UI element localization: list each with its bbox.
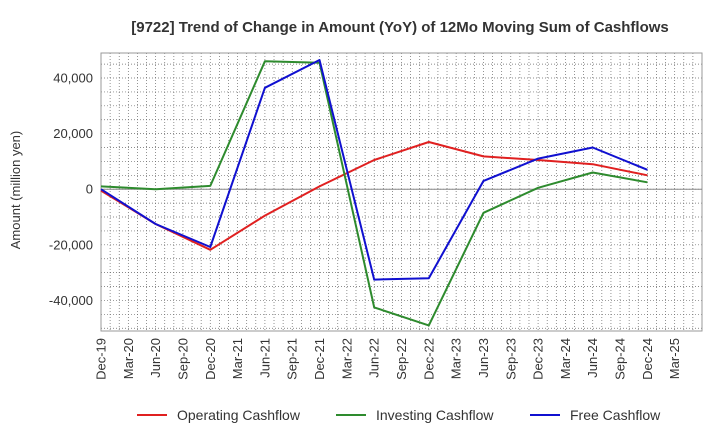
y-tick-label: 20,000	[53, 126, 93, 141]
x-tick-label: Mar-25	[667, 338, 682, 379]
x-tick-label: Mar-22	[339, 338, 354, 379]
x-tick-label: Sep-24	[613, 338, 628, 380]
x-tick-label: Mar-20	[121, 338, 136, 379]
series-line-free-cashflow	[100, 59, 648, 281]
x-tick-label: Sep-23	[503, 338, 518, 380]
chart-title: [9722] Trend of Change in Amount (YoY) o…	[131, 19, 669, 36]
legend-label-free-cashflow: Free Cashflow	[570, 407, 661, 423]
y-tick-label: 40,000	[53, 71, 93, 86]
x-tick-label: Dec-20	[203, 338, 218, 380]
x-tick-label: Jun-21	[257, 338, 272, 378]
x-tick-label: Mar-23	[449, 338, 464, 379]
x-tick-label: Mar-24	[558, 338, 573, 379]
plot-frame	[100, 52, 703, 332]
x-tick-label: Dec-22	[421, 338, 436, 380]
x-tick-label: Dec-21	[312, 338, 327, 380]
y-axis-ticks: -40,000 -20,000 0 20,000 40,000	[49, 71, 93, 308]
x-tick-label: Sep-21	[285, 338, 300, 380]
legend-label-investing-cashflow: Investing Cashflow	[376, 407, 494, 423]
x-tick-label: Dec-19	[94, 338, 109, 380]
x-axis-ticks: Dec-19 Mar-20 Jun-20 Sep-20 Dec-20 Mar-21 Jun-…	[94, 338, 683, 380]
y-tick-label: -20,000	[49, 237, 93, 252]
legend: Operating Cashflow Investing Cashflow Free…	[137, 407, 661, 423]
x-tick-label: Jun-22	[367, 338, 382, 378]
series-group	[100, 59, 648, 327]
x-tick-label: Dec-23	[531, 338, 546, 380]
x-tick-label: Mar-21	[230, 338, 245, 379]
series-line-operating-cashflow	[100, 141, 648, 251]
x-tick-label: Dec-24	[640, 338, 655, 380]
legend-label-operating-cashflow: Operating Cashflow	[177, 407, 301, 423]
grid	[101, 53, 702, 331]
series-line-investing-cashflow	[100, 60, 648, 327]
y-tick-label: -40,000	[49, 293, 93, 308]
y-tick-label: 0	[86, 182, 93, 197]
x-tick-label: Sep-20	[175, 338, 190, 380]
x-tick-label: Sep-22	[394, 338, 409, 380]
x-tick-label: Jun-20	[148, 338, 163, 378]
x-tick-label: Jun-24	[585, 338, 600, 378]
x-tick-label: Jun-23	[476, 338, 491, 378]
y-axis-label: Amount (million yen)	[8, 131, 23, 250]
